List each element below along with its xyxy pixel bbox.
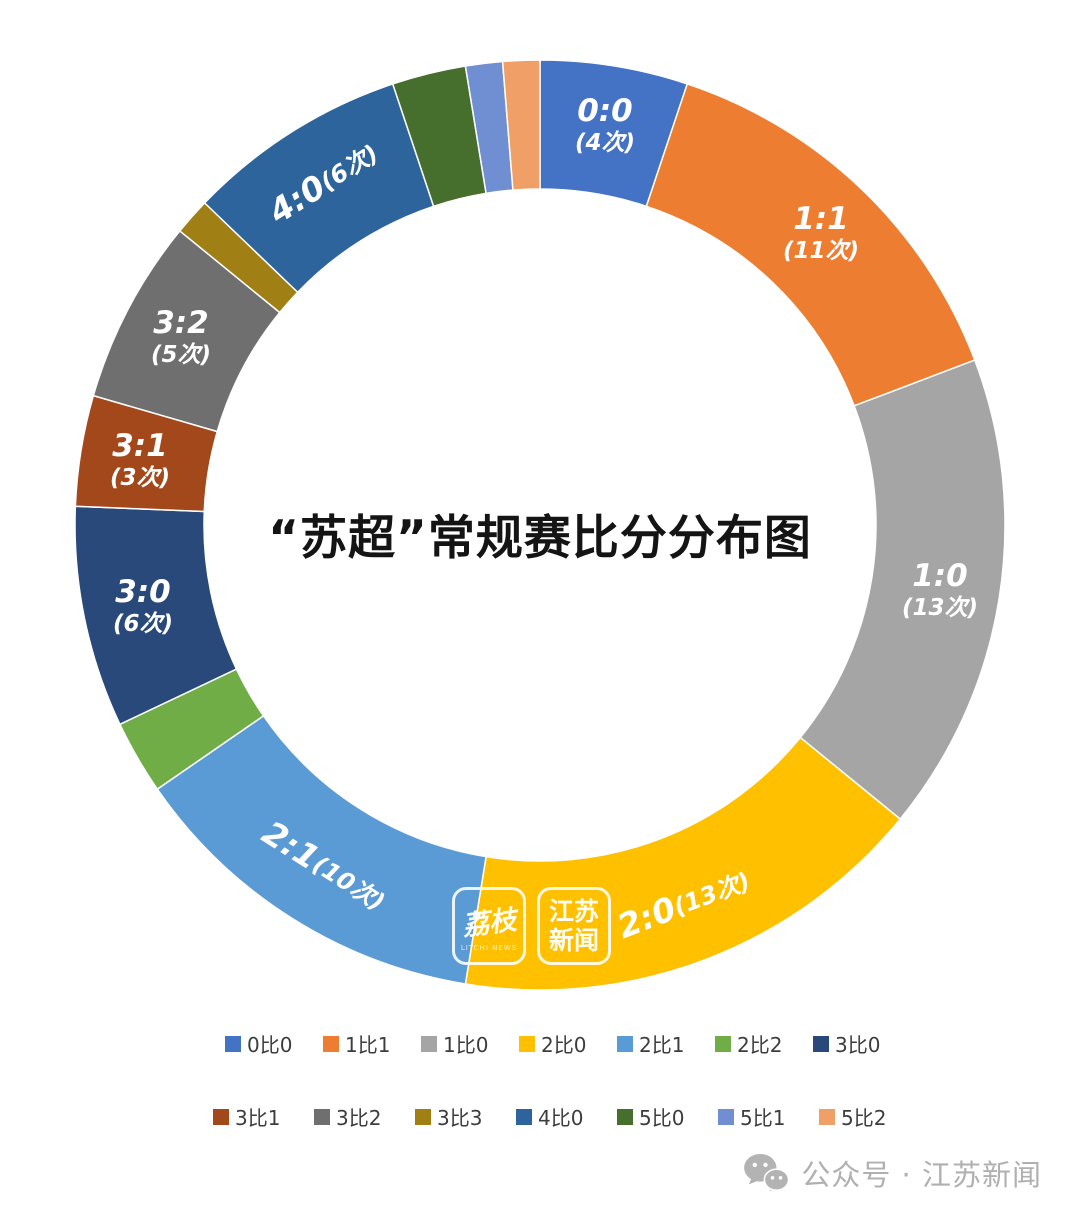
legend-row-1: 0比0 1比1 1比0 2比0 2比1 2比2 3比0	[225, 1029, 911, 1058]
legend-item-2-0: 2比0	[519, 1029, 617, 1058]
legend-label: 0比0	[247, 1033, 293, 1057]
slice-label-3-1: 3:1 (3次)	[110, 430, 170, 490]
legend-label: 5比0	[639, 1106, 685, 1130]
slice-label-3-2: 3:2 (5次)	[151, 307, 211, 367]
legend-swatch	[813, 1035, 829, 1052]
legend-swatch	[323, 1035, 339, 1052]
legend-item-5-2: 5比2	[819, 1102, 920, 1131]
legend-item-5-1: 5比1	[718, 1102, 819, 1131]
slice-count-text: (11次)	[782, 237, 860, 264]
legend-swatch	[516, 1108, 532, 1125]
legend-item-2-2: 2比2	[715, 1029, 813, 1058]
wechat-icon	[744, 1153, 790, 1192]
slice-score-text: 1:0	[912, 558, 968, 595]
legend-item-2-1: 2比1	[617, 1029, 715, 1058]
wechat-account-footer: 公众号 · 江苏新闻	[743, 1150, 1042, 1196]
legend-swatch	[617, 1035, 633, 1052]
legend-item-1-0: 1比0	[421, 1029, 519, 1058]
chart-title: “苏超”常规赛比分分布图	[268, 511, 812, 566]
legend-label: 2比0	[541, 1033, 587, 1057]
legend-swatch	[819, 1108, 835, 1125]
slice-label-1-1: 1:1 (11次)	[783, 203, 859, 263]
legend-label: 3比3	[437, 1106, 483, 1130]
legend-swatch	[519, 1035, 535, 1052]
legend-label: 3比0	[835, 1033, 881, 1057]
slice-label-0-0: 0:0 (4次)	[575, 95, 635, 155]
legend-swatch	[213, 1108, 229, 1125]
legend-label: 4比0	[538, 1106, 584, 1130]
litchi-logo-subtext: LITCHI NEWS	[460, 943, 518, 952]
legend-label: 1比1	[345, 1033, 391, 1057]
legend-swatch	[715, 1035, 731, 1052]
legend-label: 1比0	[443, 1033, 489, 1057]
slice-2-0	[464, 736, 902, 991]
litchi-news-watermark: 荔枝 LITCHI NEWS	[452, 887, 526, 965]
legend-item-4-0: 4比0	[516, 1102, 617, 1131]
legend-row-2: 3比1 3比2 3比3 4比0 5比0 5比1 5比2	[213, 1102, 920, 1131]
slice-count-text: (13次)	[901, 594, 979, 621]
slice-5-2	[501, 59, 541, 191]
slice-score-text: 0:0	[577, 93, 633, 130]
slice-label-1-0: 1:0 (13次)	[902, 560, 978, 620]
slice-score-text: 3:2	[153, 305, 209, 342]
donut-ring	[74, 59, 1006, 991]
slice-count-text: (5次)	[150, 341, 212, 368]
slice-score-text: 3:0	[115, 574, 171, 611]
legend-label: 5比1	[740, 1106, 786, 1130]
donut-chart: 0:0 (4次) 1:1 (11次) 1:0 (13次) 2:0(13次) 2:1(10次) 3…	[74, 59, 1006, 991]
legend-swatch	[718, 1108, 734, 1125]
footer-account-text: 公众号 · 江苏新闻	[801, 1158, 1042, 1192]
legend-item-3-3: 3比3	[415, 1102, 516, 1131]
slice-score-text: 1:1	[793, 201, 849, 238]
litchi-logo-text: 荔枝	[460, 904, 519, 942]
legend-item-3-1: 3比1	[213, 1102, 314, 1131]
legend-swatch	[225, 1035, 241, 1052]
slice-count-text: (6次)	[112, 610, 174, 637]
legend-item-1-1: 1比1	[323, 1029, 421, 1058]
jsnews-logo-line2: 新闻	[548, 926, 599, 955]
legend-item-5-0: 5比0	[617, 1102, 718, 1131]
jsnews-logo-line1: 江苏	[548, 896, 599, 926]
legend-swatch	[415, 1108, 431, 1125]
slice-label-3-0: 3:0 (6次)	[113, 576, 173, 636]
legend-item-3-2: 3比2	[314, 1102, 415, 1131]
slice-count-text: (4次)	[574, 129, 636, 156]
legend-swatch	[421, 1035, 437, 1052]
legend-swatch	[314, 1108, 330, 1125]
legend-item-0-0: 0比0	[225, 1029, 323, 1058]
legend-label: 2比1	[639, 1033, 685, 1057]
legend-item-3-0: 3比0	[813, 1029, 911, 1058]
legend-label: 2比2	[737, 1033, 783, 1057]
slice-count-text: (3次)	[109, 464, 171, 491]
jiangsu-news-watermark: 江苏 新闻	[537, 887, 611, 965]
legend-label: 3比2	[336, 1106, 382, 1130]
legend-label: 3比1	[235, 1106, 281, 1130]
slice-score-text: 3:1	[112, 428, 168, 465]
legend-swatch	[617, 1108, 633, 1125]
legend-label: 5比2	[841, 1106, 887, 1130]
